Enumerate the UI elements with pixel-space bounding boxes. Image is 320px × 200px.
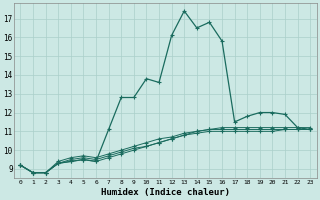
X-axis label: Humidex (Indice chaleur): Humidex (Indice chaleur)	[101, 188, 230, 197]
